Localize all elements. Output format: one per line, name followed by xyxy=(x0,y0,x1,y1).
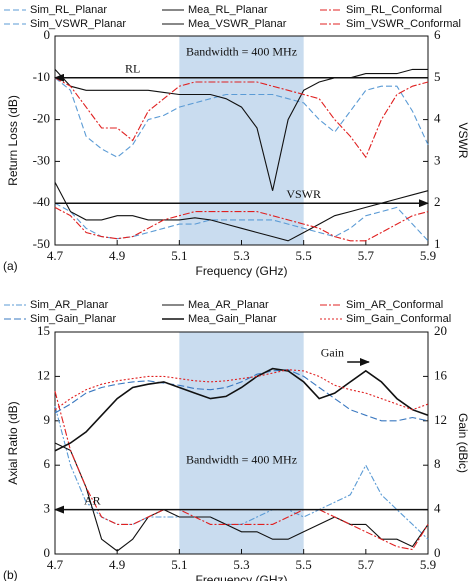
x-tick-label: 5.1 xyxy=(171,248,187,263)
y2-tick-label: 1 xyxy=(434,236,441,251)
x-tick-label: 5.1 xyxy=(171,557,187,572)
x-tick-label: 4.9 xyxy=(109,248,125,263)
bandwidth-region xyxy=(179,332,304,554)
legend-label: Sim_VSWR_Conformal xyxy=(346,18,461,30)
y-tick-label: 0 xyxy=(44,545,51,560)
y2-axis-label: Gain (dBic) xyxy=(456,413,470,473)
series-line xyxy=(54,68,428,191)
legend-label: Sim_Gain_Conformal xyxy=(346,313,451,325)
y-tick-label: 12 xyxy=(37,367,50,382)
legend-label: Sim_Gain_Planar xyxy=(30,313,117,325)
x-tick-label: 4.9 xyxy=(109,557,125,572)
legend-label: Mea_Gain_Planar xyxy=(188,313,277,325)
series-line xyxy=(54,369,429,422)
x-tick-label: 5.5 xyxy=(296,248,312,263)
band-label: Bandwidth = 400 MHz xyxy=(186,453,297,467)
arrow-label: Gain xyxy=(321,346,344,360)
x-tick-label: 5.9 xyxy=(420,557,436,572)
y2-tick-label: 8 xyxy=(434,456,441,471)
y2-axis-label: VSWR xyxy=(456,123,470,159)
arrow-label: VSWR xyxy=(286,187,321,201)
legend-label: Mea_RL_Planar xyxy=(188,4,268,16)
y-tick-label: 0 xyxy=(44,27,51,42)
x-tick-label: 5.7 xyxy=(358,557,375,572)
x-tick-label: 5.7 xyxy=(358,248,375,263)
band-label: Bandwidth = 400 MHz xyxy=(186,44,297,58)
series-line xyxy=(54,442,429,552)
series-line xyxy=(54,182,429,242)
panel-label: (b) xyxy=(3,568,18,581)
y2-tick-label: 20 xyxy=(434,323,447,338)
bandwidth-region xyxy=(179,36,304,245)
series-line xyxy=(54,77,429,159)
y2-tick-label: 12 xyxy=(434,412,447,427)
legend-label: Mea_AR_Planar xyxy=(188,299,269,311)
x-tick-label: 5.3 xyxy=(233,248,249,263)
arrow-label: AR xyxy=(84,493,101,507)
x-tick-label: 5.9 xyxy=(420,248,436,263)
legend-label: Mea_VSWR_Planar xyxy=(188,18,287,30)
series-line xyxy=(54,202,429,242)
legend-label: Sim_RL_Planar xyxy=(30,4,107,16)
y-tick-label: -50 xyxy=(33,236,50,251)
x-axis-label: Frequency (GHz) xyxy=(195,573,287,581)
y2-tick-label: 6 xyxy=(434,27,441,42)
x-tick-label: 5.3 xyxy=(233,557,249,572)
y-tick-label: 15 xyxy=(37,323,50,338)
y2-tick-label: 0 xyxy=(434,545,441,560)
series-line xyxy=(54,77,429,158)
y-tick-label: 3 xyxy=(44,501,51,516)
y-tick-label: -30 xyxy=(33,152,50,167)
y-tick-label: -20 xyxy=(33,111,50,126)
legend-label: Sim_AR_Planar xyxy=(30,299,109,311)
legend-label: Sim_AR_Conformal xyxy=(346,299,443,311)
series-line xyxy=(54,206,429,242)
y-tick-label: 9 xyxy=(44,412,51,427)
y-tick-label: 6 xyxy=(44,456,51,471)
x-axis-label: Frequency (GHz) xyxy=(195,264,287,278)
y2-tick-label: 5 xyxy=(434,69,441,84)
legend-label: Sim_VSWR_Planar xyxy=(30,18,126,30)
y2-tick-label: 2 xyxy=(434,194,441,209)
y-axis-label: Return Loss (dB) xyxy=(6,95,20,186)
x-tick-label: 5.5 xyxy=(296,557,312,572)
series-line xyxy=(54,369,429,411)
y-axis-label: Axial Ratio (dB) xyxy=(6,401,20,484)
x-tick-label: 4.7 xyxy=(47,557,64,572)
series-line xyxy=(54,391,429,551)
y-tick-label: -40 xyxy=(33,194,50,209)
y2-tick-label: 4 xyxy=(434,111,441,126)
y2-tick-label: 16 xyxy=(434,367,448,382)
x-tick-label: 4.7 xyxy=(47,248,64,263)
series-line xyxy=(54,367,429,452)
legend-label: Sim_RL_Conformal xyxy=(346,4,442,16)
y2-tick-label: 4 xyxy=(434,501,441,516)
y2-tick-label: 3 xyxy=(434,152,441,167)
panel-label: (a) xyxy=(3,259,18,273)
arrow-label: RL xyxy=(125,62,140,76)
y-tick-label: -10 xyxy=(33,69,50,84)
